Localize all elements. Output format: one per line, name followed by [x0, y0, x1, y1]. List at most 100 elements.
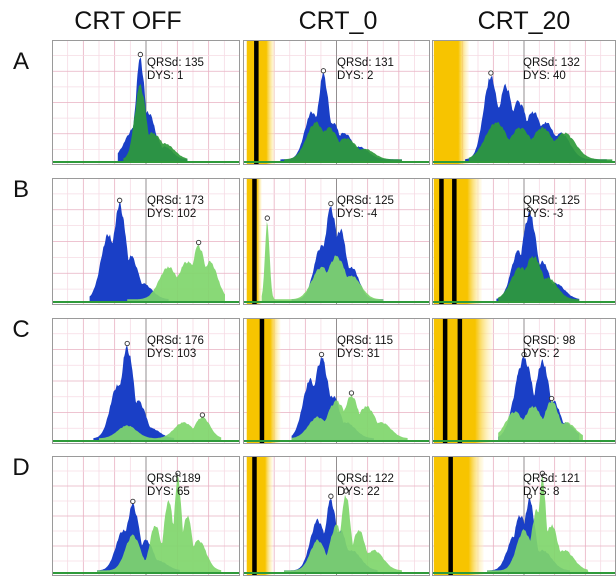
baseline	[52, 161, 240, 163]
qrsd-label: QRSd: 173	[147, 195, 204, 207]
baseline	[52, 440, 240, 442]
blue-area	[97, 503, 180, 572]
peak-marker	[343, 488, 349, 494]
pacing-spike	[448, 456, 453, 576]
panel-border	[243, 318, 430, 444]
peak-marker	[348, 390, 355, 396]
blue-area	[89, 202, 169, 301]
baseline	[243, 161, 430, 163]
pacing-band	[433, 318, 493, 444]
baseline	[243, 572, 430, 574]
peak-marker	[195, 239, 202, 246]
dys-label: DYS: 2	[523, 348, 559, 360]
peak-marker	[521, 351, 527, 358]
peak-marker	[130, 498, 136, 505]
qrsd-label: QRSd: 121	[523, 473, 580, 485]
dys-label: DYS: 65	[147, 486, 190, 498]
qrsd-label: QRSd: 125	[337, 195, 394, 207]
dys-label: DYS: 103	[147, 348, 196, 360]
column-header-crt-off: CRT OFF	[74, 7, 182, 35]
qrsd-label: QRSd: 131	[337, 57, 394, 69]
green-area	[498, 256, 580, 301]
peak-marker	[548, 395, 555, 402]
green-area	[468, 122, 613, 161]
blue-area	[487, 498, 570, 572]
peak-marker	[526, 493, 533, 499]
peak-marker	[328, 493, 334, 499]
pacing-spike	[259, 318, 265, 444]
row-label-b: B	[12, 176, 29, 203]
qrsd-label: QRSd: 125	[523, 195, 580, 207]
blue-area	[93, 344, 175, 440]
row-label-d: D	[12, 454, 30, 481]
qrsd-label: QRSd: 135	[147, 57, 204, 69]
dys-label: DYS: 31	[337, 348, 380, 360]
qrsd-label: QRSD: 98	[523, 335, 575, 347]
panel-border	[52, 318, 240, 444]
qrsd-label: QRSd: 115	[337, 335, 393, 347]
peak-marker	[318, 351, 325, 358]
dys-label: DYS: 2	[337, 70, 373, 82]
qrsd-label: QRSd: 176	[147, 335, 204, 347]
pacing-band	[246, 40, 275, 165]
dys-label: DYS: 102	[147, 208, 196, 220]
green-area	[284, 121, 402, 161]
pacing-band	[433, 456, 484, 576]
qrsd-label: QRSd: 132	[523, 57, 580, 69]
dys-label: DYS: -3	[523, 208, 563, 220]
baseline	[432, 161, 616, 163]
qrsd-label: QRSd: 122	[337, 473, 394, 485]
qrsd-label: QRSd:189	[147, 473, 201, 485]
green-area	[99, 416, 222, 440]
green-area	[498, 400, 583, 440]
green-area	[97, 475, 222, 572]
baseline	[432, 301, 616, 303]
pacing-spike	[452, 178, 457, 305]
panel-border	[243, 178, 430, 305]
dys-label: DYS: -4	[337, 208, 378, 220]
peak-marker	[526, 206, 533, 212]
column-header-crt-20: CRT_20	[477, 7, 571, 35]
pacing-spike	[442, 318, 448, 444]
baseline	[432, 572, 616, 574]
green-area	[284, 494, 402, 572]
peak-marker	[539, 470, 546, 476]
peak-marker	[488, 70, 494, 76]
baseline	[52, 301, 240, 303]
baseline	[243, 440, 430, 442]
baseline	[432, 440, 616, 442]
pacing-band	[246, 456, 273, 576]
baseline	[52, 572, 240, 574]
baseline	[243, 301, 430, 303]
peak-marker	[175, 470, 181, 476]
peak-marker	[137, 51, 144, 58]
pacing-band	[433, 40, 469, 165]
dys-label: DYS: 1	[147, 70, 183, 82]
green-area	[127, 244, 225, 301]
green-area	[487, 475, 589, 572]
pacing-spike	[252, 456, 257, 576]
column-header-crt-0: CRT_0	[298, 7, 378, 35]
dys-label: DYS: 22	[337, 486, 380, 498]
pacing-spike	[439, 178, 444, 305]
peak-marker	[320, 68, 327, 74]
green-area	[291, 394, 408, 440]
green-area	[261, 221, 384, 301]
pacing-spike	[252, 178, 257, 305]
row-label-a: A	[12, 48, 29, 75]
pacing-spike	[457, 318, 463, 444]
green-area	[123, 83, 188, 161]
dys-label: DYS: 40	[523, 70, 566, 82]
row-label-c: C	[12, 316, 30, 343]
panel-border	[52, 40, 240, 165]
